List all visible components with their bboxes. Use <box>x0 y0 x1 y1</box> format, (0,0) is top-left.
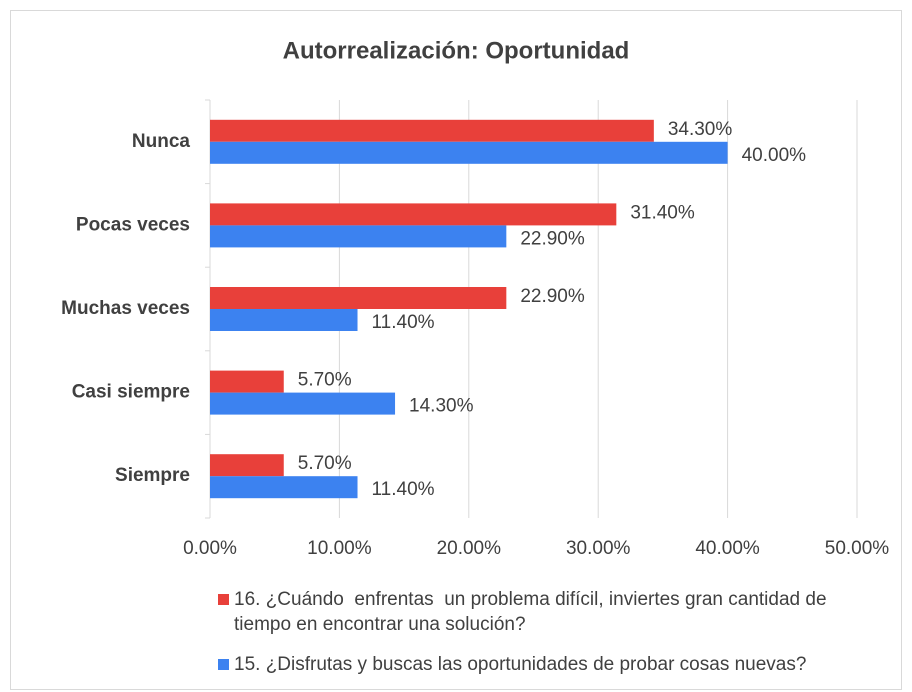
x-tick-label: 10.00% <box>307 538 372 559</box>
x-tick-label: 0.00% <box>183 538 237 559</box>
x-tick-label: 30.00% <box>566 538 631 559</box>
bar <box>210 370 284 393</box>
y-tick-label: Nunca <box>132 131 191 152</box>
legend-swatch <box>218 594 229 605</box>
y-tick-label: Muchas veces <box>61 298 190 319</box>
legend-swatch <box>218 659 229 670</box>
legend: 16. ¿Cuándo enfrentas un problema difíci… <box>218 587 878 692</box>
x-tick-label: 40.00% <box>695 538 760 559</box>
bar <box>210 119 654 142</box>
data-label: 14.30% <box>409 396 474 417</box>
data-label: 5.70% <box>298 453 352 474</box>
chart-title: Autorrealización: Oportunidad <box>283 37 630 64</box>
data-label: 31.40% <box>630 202 695 223</box>
bar <box>210 141 728 164</box>
data-label: 40.00% <box>742 145 807 166</box>
y-tick-label: Casi siempre <box>72 382 190 403</box>
data-label: 5.70% <box>298 370 352 391</box>
legend-label: 15. ¿Disfrutas y buscas las oportunidade… <box>234 654 807 675</box>
x-tick-label: 50.00% <box>825 538 890 559</box>
data-label: 22.90% <box>520 286 585 307</box>
legend-item: 16. ¿Cuándo enfrentas un problema difíci… <box>218 587 878 637</box>
bar <box>210 392 396 415</box>
bar <box>210 476 358 499</box>
bar <box>210 203 617 226</box>
data-label: 11.40% <box>372 479 435 500</box>
bar <box>210 225 507 248</box>
bar <box>210 454 284 477</box>
data-label: 22.90% <box>520 228 585 249</box>
bar <box>210 287 507 309</box>
x-tick-label: 20.00% <box>437 538 502 559</box>
legend-item: 15. ¿Disfrutas y buscas las oportunidade… <box>218 652 878 677</box>
bar <box>210 309 358 331</box>
data-label: 34.30% <box>668 119 733 140</box>
legend-label: 16. ¿Cuándo enfrentas un problema difíci… <box>234 589 832 635</box>
y-tick-label: Siempre <box>115 465 190 486</box>
y-tick-label: Pocas veces <box>76 214 190 235</box>
data-label: 11.40% <box>372 312 435 333</box>
